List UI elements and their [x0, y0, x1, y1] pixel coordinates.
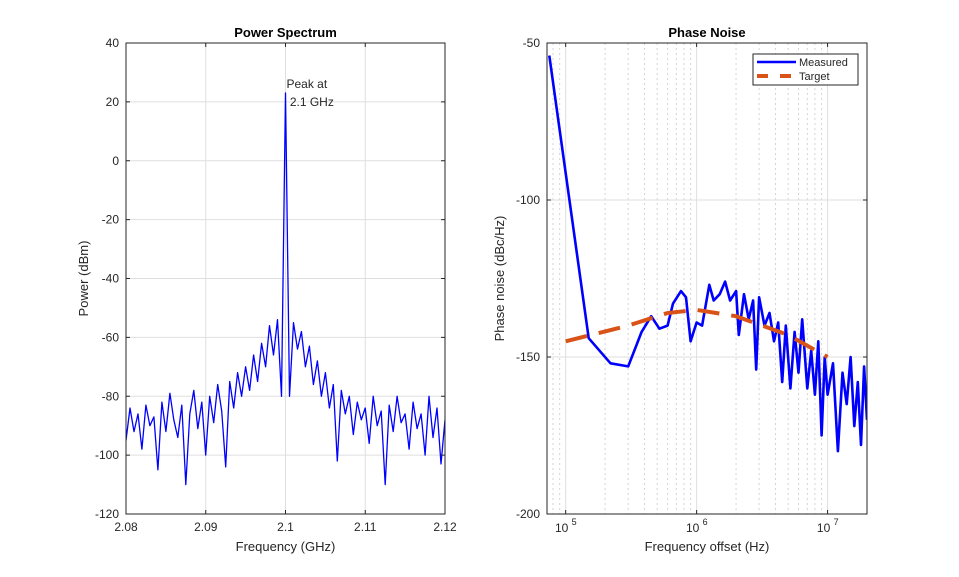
legend-label-target: Target [799, 71, 830, 83]
series-line-spectrum [126, 92, 445, 486]
legend-label-measured: Measured [799, 57, 848, 69]
y-tick-label: 40 [106, 36, 120, 50]
x-axis-label: Frequency offset (Hz) [645, 539, 770, 554]
x-tick-label: 2.11 [354, 520, 377, 534]
y-tick-label: -20 [102, 213, 120, 227]
x-tick-label: 10 [686, 521, 700, 535]
chart-title: Power Spectrum [234, 25, 337, 40]
y-tick-label: -100 [516, 193, 540, 207]
y-axis-label: Phase noise (dBc/Hz) [492, 216, 507, 342]
annotation-line2: 2.1 GHz [287, 95, 334, 109]
x-tick-label: 2.1 [277, 520, 294, 534]
x-tick-label: 10 [555, 521, 569, 535]
plot-area [548, 55, 867, 453]
x-tick-label: 2.08 [114, 520, 138, 534]
x-tick-label: 10 [817, 521, 831, 535]
y-tick-label: -120 [95, 507, 119, 521]
legend: Measured Target [752, 53, 859, 86]
annotation-line1: Peak at [287, 77, 328, 91]
x-tick-exponent: 7 [834, 517, 839, 527]
y-tick-label: -50 [523, 36, 541, 50]
x-axis-label: Frequency (GHz) [236, 539, 336, 554]
plot-area [126, 92, 445, 486]
y-tick-label: 0 [112, 154, 119, 168]
x-tick-exponent: 5 [572, 517, 577, 527]
axes-box [546, 42, 868, 515]
legend-box [752, 53, 859, 86]
y-tick-label: -150 [516, 350, 540, 364]
x-tick-exponent: 6 [703, 517, 708, 527]
y-tick-label: 20 [106, 95, 120, 109]
y-tick-label: -40 [102, 272, 120, 286]
y-tick-label: -200 [516, 507, 540, 521]
y-axis-label: Power (dBm) [76, 241, 91, 317]
y-tick-label: -60 [102, 330, 120, 344]
y-tick-label: -80 [102, 389, 120, 403]
power-spectrum-axes: 2.08 2.09 2.1 2.11 2.12 -120 -100 -80 -60 -40 -20 0… [76, 25, 457, 554]
y-tick-label: -100 [95, 448, 119, 462]
x-tick-label: 2.09 [194, 520, 218, 534]
x-tick-label: 2.12 [433, 520, 457, 534]
series-line-measured [548, 55, 867, 453]
chart-title: Phase Noise [668, 25, 745, 40]
